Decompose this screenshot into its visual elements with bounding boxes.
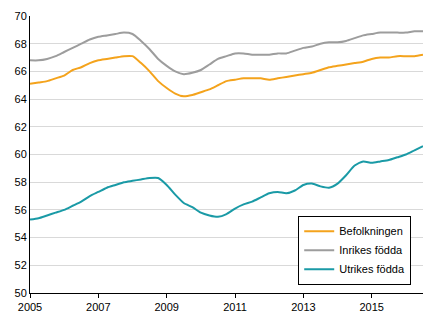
svg-text:50: 50 xyxy=(15,287,27,299)
svg-text:2011: 2011 xyxy=(223,301,247,313)
svg-text:62: 62 xyxy=(15,121,27,133)
svg-text:52: 52 xyxy=(15,259,27,271)
svg-text:66: 66 xyxy=(15,65,27,77)
svg-text:Utrikes födda: Utrikes födda xyxy=(339,263,405,275)
svg-text:2013: 2013 xyxy=(291,301,315,313)
svg-text:70: 70 xyxy=(15,10,27,22)
svg-text:56: 56 xyxy=(15,204,27,216)
svg-text:2009: 2009 xyxy=(154,301,178,313)
svg-text:2007: 2007 xyxy=(86,301,110,313)
svg-text:2015: 2015 xyxy=(359,301,383,313)
svg-text:54: 54 xyxy=(15,231,27,243)
svg-text:Befolkningen: Befolkningen xyxy=(339,225,403,237)
svg-text:60: 60 xyxy=(15,148,27,160)
svg-text:2005: 2005 xyxy=(18,301,42,313)
svg-text:68: 68 xyxy=(15,38,27,50)
svg-text:58: 58 xyxy=(15,176,27,188)
svg-text:Inrikes födda: Inrikes födda xyxy=(339,244,403,256)
svg-text:64: 64 xyxy=(15,93,27,105)
